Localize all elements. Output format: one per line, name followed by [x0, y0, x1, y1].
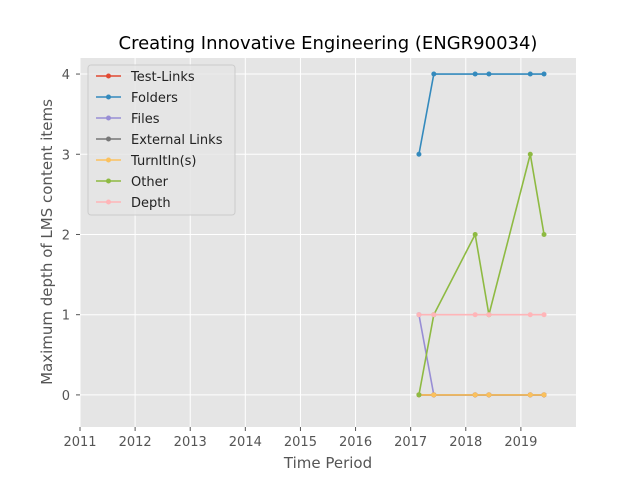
- data-point-depth: [527, 312, 533, 318]
- x-axis-label: Time Period: [283, 454, 372, 472]
- legend-marker: [106, 94, 111, 100]
- data-point-depth: [472, 312, 478, 318]
- y-axis-label: Maximum depth of LMS content items: [38, 99, 56, 385]
- legend-item: Folders: [96, 91, 178, 106]
- legend-label: Files: [131, 112, 160, 127]
- legend-marker: [106, 178, 111, 184]
- y-axis: 0 1 2 3 4: [62, 68, 80, 404]
- data-point-other: [416, 392, 422, 398]
- x-tick-label: 2012: [119, 435, 152, 450]
- series-folders: [416, 71, 547, 157]
- legend-item: External Links: [96, 133, 223, 148]
- x-tick-label: 2015: [284, 435, 317, 450]
- legend-item: Test-Links: [96, 70, 195, 85]
- legend-label: Folders: [131, 91, 178, 106]
- y-tick-label: 3: [62, 148, 70, 163]
- legend-marker: [106, 136, 111, 142]
- x-tick-label: 2018: [449, 435, 482, 450]
- data-point-depth: [486, 312, 492, 318]
- legend-item: Files: [96, 112, 160, 127]
- y-tick-label: 2: [62, 228, 70, 243]
- x-tick-label: 2011: [63, 435, 96, 450]
- data-point-folders: [486, 71, 492, 77]
- y-tick-label: 1: [62, 309, 70, 324]
- data-point-turnitin-s: [527, 392, 533, 398]
- data-point-turnitin-s: [472, 392, 478, 398]
- data-point-folders: [472, 71, 478, 77]
- legend-label: Other: [131, 175, 169, 190]
- legend-item: Depth: [96, 196, 171, 211]
- legend-label: External Links: [131, 133, 223, 148]
- data-point-turnitin-s: [486, 392, 492, 398]
- legend-marker: [106, 157, 111, 163]
- data-point-depth: [541, 312, 547, 318]
- data-point-folders: [416, 151, 422, 157]
- y-tick-label: 0: [62, 389, 70, 404]
- legend-item: Other: [96, 175, 169, 190]
- data-point-other: [541, 231, 547, 237]
- legend-marker: [106, 199, 111, 205]
- data-point-depth: [431, 312, 437, 318]
- data-point-other: [527, 151, 533, 157]
- data-point-folders: [431, 71, 437, 77]
- legend-label: Depth: [131, 196, 171, 211]
- series-lines: [416, 71, 547, 398]
- legend-label: TurnItIn(s): [130, 154, 196, 169]
- legend-item: TurnItIn(s): [96, 154, 196, 169]
- data-point-depth: [416, 312, 422, 318]
- data-point-folders: [527, 71, 533, 77]
- series-depth: [416, 312, 547, 318]
- legend: Test-Links Folders Files External Links Turn…: [87, 64, 236, 216]
- data-point-folders: [541, 71, 547, 77]
- chart-title: Creating Innovative Engineering (ENGR900…: [119, 33, 538, 54]
- legend-box: [87, 64, 236, 216]
- legend-marker: [106, 115, 111, 121]
- y-tick-label: 4: [62, 68, 70, 83]
- legend-marker: [106, 73, 111, 79]
- x-tick-label: 2016: [339, 435, 372, 450]
- x-tick-label: 2014: [229, 435, 262, 450]
- data-point-other: [472, 231, 478, 237]
- data-point-turnitin-s: [541, 392, 547, 398]
- series-line-other: [418, 154, 545, 396]
- data-point-turnitin-s: [431, 392, 437, 398]
- x-tick-label: 2017: [394, 435, 427, 450]
- x-tick-label: 2013: [174, 435, 207, 450]
- x-tick-label: 2019: [504, 435, 537, 450]
- x-axis: 2011 2012 2013 2014 2015 2016 2017 2018 2019: [63, 427, 537, 450]
- legend-label: Test-Links: [130, 70, 195, 85]
